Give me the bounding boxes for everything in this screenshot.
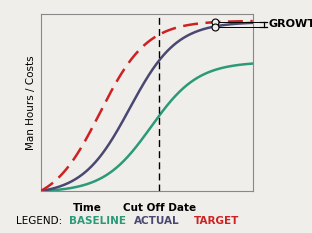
Text: Cut Off Date: Cut Off Date [123, 203, 196, 213]
Text: Time: Time [73, 203, 102, 213]
Text: LEGEND:: LEGEND: [16, 216, 62, 226]
Text: GROWTH: GROWTH [268, 19, 312, 29]
Text: BASELINE: BASELINE [69, 216, 126, 226]
Y-axis label: Man Hours / Costs: Man Hours / Costs [27, 55, 37, 150]
Text: ACTUAL: ACTUAL [134, 216, 180, 226]
Text: TARGET: TARGET [193, 216, 239, 226]
